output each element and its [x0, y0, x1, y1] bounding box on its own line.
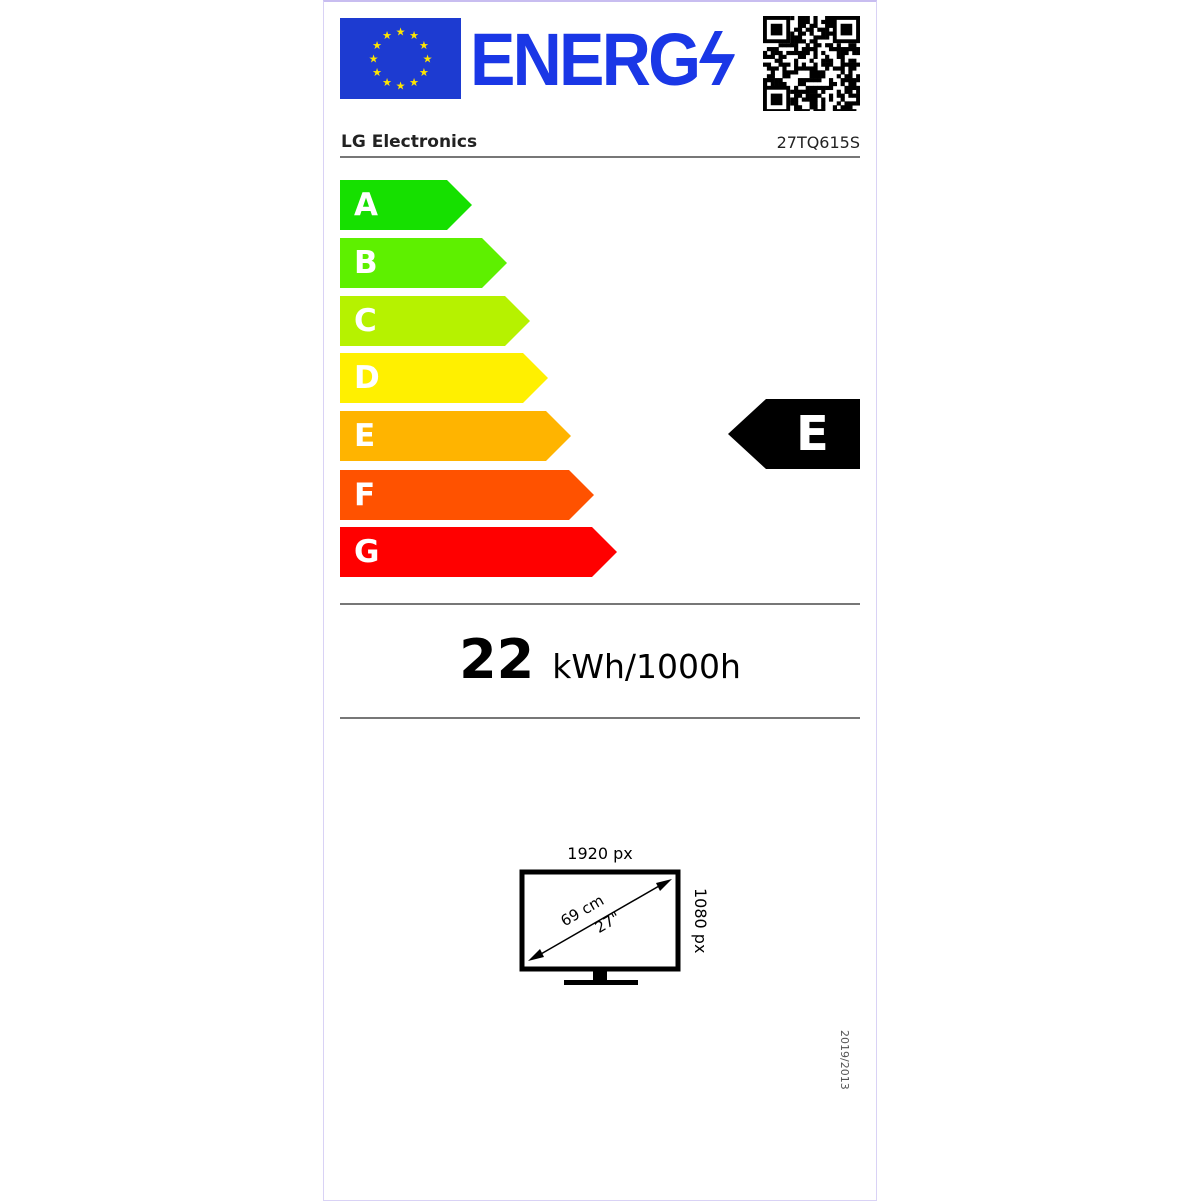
energy-class-bar-f: F: [340, 470, 594, 520]
screen-size-pictogram: 1920 px 69 cm 27" 1080 px: [500, 830, 740, 1000]
regulation-number: 2019/2013: [838, 1030, 851, 1090]
divider: [340, 156, 860, 158]
consumption-unit: kWh/1000h: [552, 647, 741, 686]
screen-height-px: 1080 px: [691, 888, 710, 953]
svg-text:★: ★: [423, 53, 433, 66]
eu-flag-logo: ★ ★ ★ ★ ★ ★ ★ ★ ★ ★ ★ ★: [340, 18, 461, 99]
svg-text:★: ★: [419, 66, 429, 79]
svg-text:★: ★: [382, 76, 392, 89]
energy-class-letter: F: [354, 477, 376, 513]
energy-class-letter: E: [354, 418, 376, 454]
lightning-icon: ϟ: [698, 18, 734, 101]
divider: [340, 603, 860, 605]
energy-class-letter: C: [354, 303, 377, 339]
energy-logo: ENERGϟ: [470, 18, 734, 101]
svg-text:★: ★: [409, 76, 419, 89]
consumption-value: 22: [459, 628, 535, 691]
energy-class-bar-g: G: [340, 527, 617, 577]
svg-text:★: ★: [372, 39, 382, 52]
energy-class-letter: A: [354, 187, 378, 223]
energy-class-bar-e: E: [340, 411, 571, 461]
energy-class-letter: B: [354, 245, 378, 281]
energy-class-bar-b: B: [340, 238, 507, 288]
brand-name: LG Electronics: [341, 132, 478, 152]
svg-text:★: ★: [369, 53, 379, 66]
energy-class-bar-a: A: [340, 180, 472, 230]
svg-text:★: ★: [396, 26, 406, 39]
model-number: 27TQ615S: [776, 133, 860, 152]
svg-text:★: ★: [409, 29, 419, 42]
energy-class-letter: G: [354, 534, 380, 570]
energy-class-letter: D: [354, 360, 380, 396]
screen-width-px: 1920 px: [567, 844, 632, 863]
energy-consumption: 22 kWh/1000h: [340, 628, 860, 691]
energy-class-bar-c: C: [340, 296, 530, 346]
svg-text:★: ★: [382, 29, 392, 42]
qr-code[interactable]: [763, 16, 861, 114]
rating-indicator: E: [728, 399, 860, 469]
energy-class-bar-d: D: [340, 353, 548, 403]
svg-text:★: ★: [419, 39, 429, 52]
svg-text:★: ★: [372, 66, 382, 79]
divider: [340, 717, 860, 719]
svg-text:★: ★: [396, 80, 406, 93]
